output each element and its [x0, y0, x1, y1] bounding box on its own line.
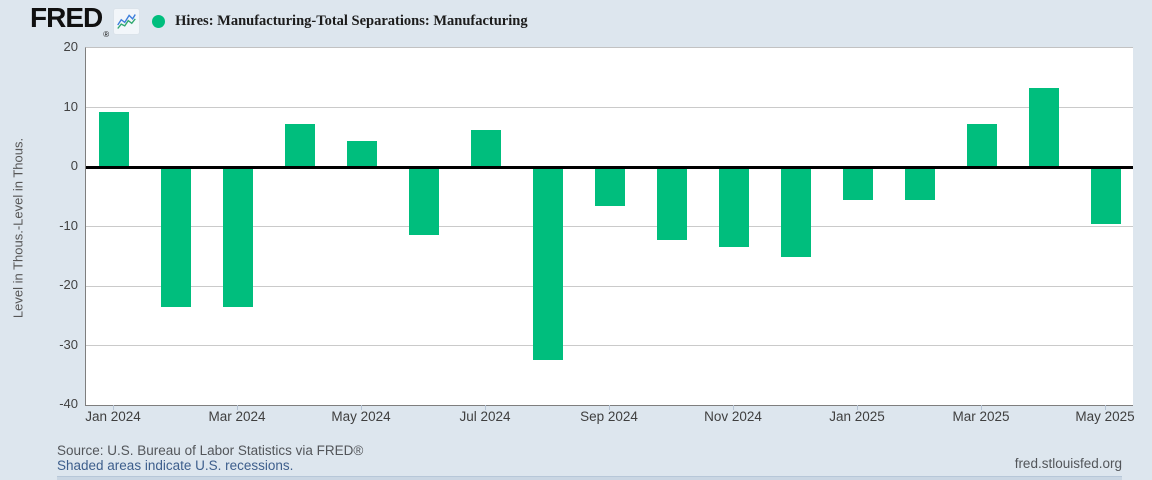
bar-jun-2024[interactable] [409, 167, 439, 235]
bar-mar-2025[interactable] [967, 123, 997, 167]
bar-apr-2024[interactable] [285, 123, 315, 167]
bar-jul-2024[interactable] [471, 129, 501, 167]
zero-axis-line [86, 166, 1133, 169]
x-tick [857, 405, 858, 410]
x-tick-label: May 2024 [331, 409, 391, 424]
x-tick-label: May 2025 [1075, 409, 1135, 424]
gridline-y-10 [86, 107, 1133, 108]
y-tick-label: 0 [70, 158, 78, 173]
bar-feb-2025[interactable] [905, 167, 935, 200]
x-tick [113, 405, 114, 410]
y-tick-label: 10 [63, 98, 78, 114]
bar-jan-2025[interactable] [843, 167, 873, 200]
x-tick [361, 405, 362, 410]
bar-may-2024[interactable] [347, 141, 377, 167]
x-tick-label: Nov 2024 [704, 409, 762, 424]
bar-feb-2024[interactable] [161, 167, 191, 307]
fred-site-url: fred.stlouisfed.org [1014, 456, 1122, 471]
plot-area [85, 47, 1133, 406]
y-tick-label: -20 [59, 277, 78, 292]
fred-logo: FRED® [30, 1, 110, 39]
bar-dec-2024[interactable] [781, 167, 811, 258]
bar-may-2025[interactable] [1091, 167, 1121, 225]
y-tick-label: -40 [59, 396, 78, 411]
bar-oct-2024[interactable] [657, 167, 687, 241]
x-tick [237, 405, 238, 410]
x-tick [981, 405, 982, 410]
x-tick-label: Jan 2024 [85, 409, 141, 424]
bar-mar-2024[interactable] [223, 167, 253, 307]
x-tick-label: Mar 2025 [952, 409, 1010, 424]
y-tick-label: -10 [59, 217, 78, 233]
series-legend-dot [152, 14, 166, 28]
bar-aug-2024[interactable] [533, 167, 563, 361]
bar-sep-2024[interactable] [595, 167, 625, 206]
x-tick [733, 405, 734, 410]
series-title: Hires: Manufacturing-Total Separations: … [175, 12, 528, 29]
gridline-y--30 [86, 345, 1133, 346]
x-tick [609, 405, 610, 410]
x-tick-label: Jan 2025 [829, 409, 885, 424]
bar-nov-2024[interactable] [719, 167, 749, 247]
fred-logo-text: FRED [30, 1, 103, 33]
bottom-scroll-strip [57, 476, 1122, 480]
x-tick [485, 405, 486, 410]
gridline-y--10 [86, 226, 1133, 227]
x-tick-label: Sep 2024 [580, 409, 638, 424]
registered-mark: ® [103, 29, 110, 39]
x-tick-label: Mar 2024 [208, 409, 266, 424]
recession-note-link[interactable]: Shaded areas indicate U.S. recessions. [57, 458, 294, 473]
y-tick-label: 20 [63, 39, 78, 54]
line-chart-icon [113, 7, 141, 35]
y-tick-label: -30 [59, 336, 78, 352]
gridline-y--20 [86, 285, 1133, 287]
source-attribution: Source: U.S. Bureau of Labor Statistics … [57, 443, 364, 458]
x-tick [1105, 405, 1106, 410]
x-tick-label: Jul 2024 [459, 409, 511, 424]
chart-header: FRED® Hires: Manufacturing-Total Separat… [30, 1, 528, 39]
bar-apr-2025[interactable] [1029, 87, 1059, 167]
bar-jan-2024[interactable] [99, 112, 129, 167]
